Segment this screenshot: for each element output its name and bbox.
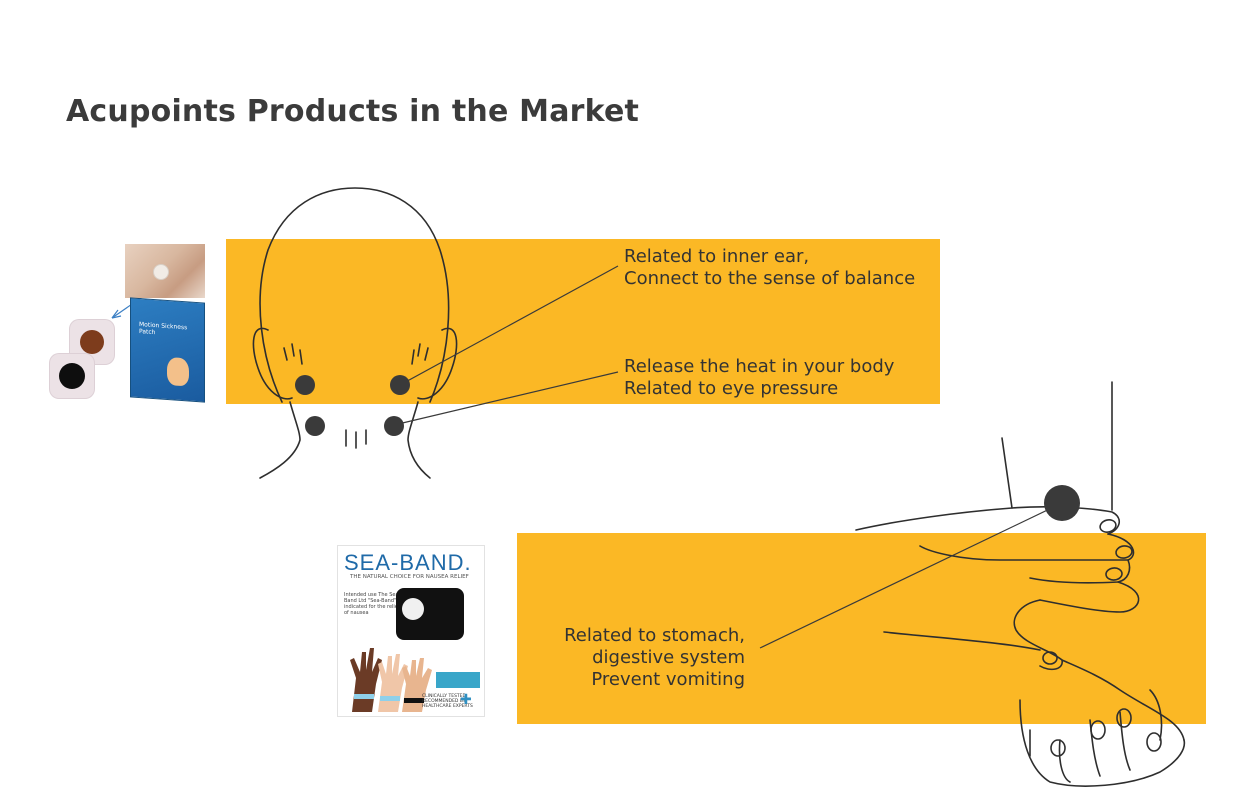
- annotation-line: Related to eye pressure: [624, 378, 839, 399]
- acupoint-wrist: [1044, 485, 1080, 521]
- annotation-line: Prevent vomiting: [591, 669, 745, 690]
- acupoints: [295, 375, 1080, 521]
- annotation-line: Release the heat in your body: [624, 356, 895, 377]
- patch-box-image: Motion Sickness Patch: [130, 297, 205, 403]
- plus-icon: ✚: [460, 692, 472, 708]
- highlight-band-head: [226, 239, 940, 404]
- seaband-intended-use: Intended use The Sea-Band Ltd "Sea-Band"…: [344, 592, 402, 616]
- wristband-image: [396, 588, 464, 640]
- patch-box-label: Motion Sickness Patch: [139, 321, 188, 337]
- highlight-band-wrist: [517, 533, 1206, 724]
- annotation-line: Connect to the sense of balance: [624, 268, 916, 289]
- annotation-stomach: Related to stomach, digestive system Pre…: [540, 625, 745, 691]
- ear-patch-photo: [125, 244, 205, 298]
- acupoint-right-upper: [390, 375, 410, 395]
- head-back-illustration: [252, 187, 458, 479]
- seaband-clinically-tested: CLINICALLY TESTED RECOMMENDED BY HEALTHC…: [422, 694, 473, 709]
- hands-image: [350, 648, 432, 712]
- annotation-inner-ear: Related to inner ear, Connect to the sen…: [624, 246, 915, 290]
- wrist-hands-illustration: [855, 381, 1186, 787]
- annotation-line: digestive system: [592, 647, 745, 668]
- leader-lines: [393, 265, 1061, 649]
- seaband-tagline: THE NATURAL CHOICE FOR NAUSEA RELIEF: [350, 574, 469, 580]
- acupoint-left-upper: [295, 375, 315, 395]
- seaband-logo: SEA-BAND.: [344, 550, 472, 575]
- annotation-line: Related to stomach,: [564, 625, 745, 646]
- motion-sickness-patch-product: Motion Sickness Patch: [46, 242, 216, 404]
- patch-sticker-black: [50, 354, 94, 398]
- annotation-heat: Release the heat in your body Related to…: [624, 356, 894, 400]
- seaband-product-box: SEA-BAND. THE NATURAL CHOICE FOR NAUSEA …: [338, 546, 484, 716]
- annotation-line: Related to inner ear,: [624, 246, 810, 267]
- acupoint-right-lower: [384, 416, 404, 436]
- page-title: Acupoints Products in the Market: [66, 94, 640, 129]
- acupoint-left-lower: [305, 416, 325, 436]
- seaband-info-box: [436, 672, 480, 688]
